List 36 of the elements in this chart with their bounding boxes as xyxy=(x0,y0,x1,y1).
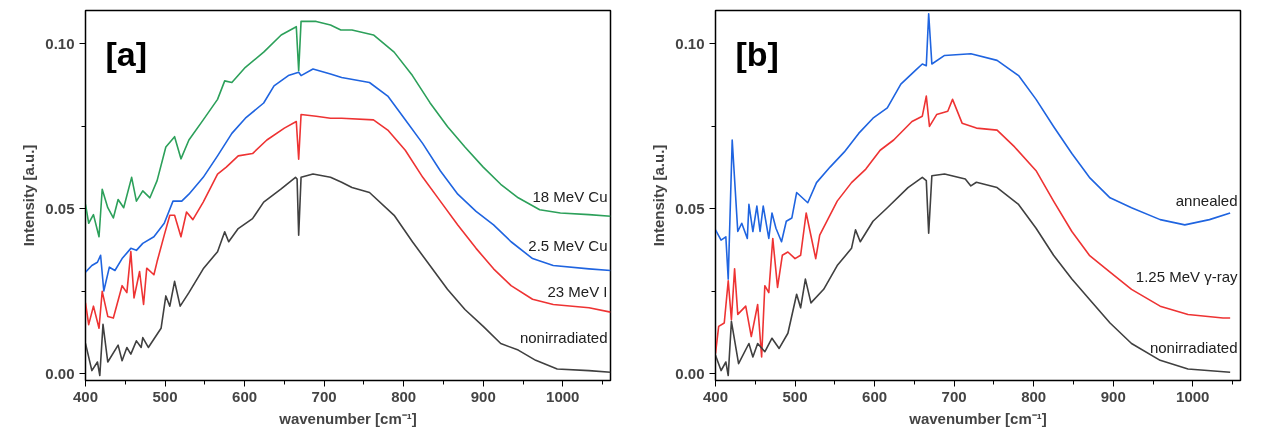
x-tick-label: 800 xyxy=(1021,387,1047,405)
x-tick-label: 500 xyxy=(782,387,808,405)
text: [b] xyxy=(735,34,779,73)
x-axis-title: wavenumber [cm⁻¹] xyxy=(908,409,1047,427)
text: [a] xyxy=(105,34,148,73)
x-tick-label: 700 xyxy=(311,387,337,405)
series-label: 23 MeV I xyxy=(547,283,608,301)
x-tick-label: 700 xyxy=(941,387,967,405)
x-axis-title: wavenumber [cm⁻¹] xyxy=(278,409,417,427)
y-axis-title: Intensity [a.u.] xyxy=(20,144,38,247)
x-tick-label: 1000 xyxy=(1176,387,1210,405)
y-tick-label: 0.10 xyxy=(45,34,75,52)
line-series xyxy=(85,173,611,377)
x-tick-label: 600 xyxy=(232,387,258,405)
series-label: 1.25 MeV γ-ray xyxy=(1135,267,1238,285)
y-tick-label: 0.10 xyxy=(675,34,705,52)
series-label: nonirradiated xyxy=(1149,338,1238,356)
x-tick-label: 400 xyxy=(72,387,99,405)
line-series xyxy=(85,20,611,238)
y-axis-title: Intensity [a.u.] xyxy=(650,144,668,247)
x-tick-label: 1000 xyxy=(546,387,580,405)
x-tick-label: 800 xyxy=(391,387,417,405)
series-label: annealed xyxy=(1175,191,1238,209)
x-tick-label: 400 xyxy=(702,387,729,405)
x-tick-label: 900 xyxy=(1100,387,1126,405)
y-tick-label: 0.00 xyxy=(675,364,705,382)
y-tick-label: 0.00 xyxy=(45,364,75,382)
x-tick-label: 900 xyxy=(470,387,496,405)
y-tick-label: 0.05 xyxy=(675,199,705,217)
x-tick-label: 600 xyxy=(862,387,888,405)
line-series xyxy=(85,113,611,330)
series-label: 2.5 MeV Cu xyxy=(528,237,608,255)
y-tick-label: 0.05 xyxy=(45,199,75,217)
series-label: 18 MeV Cu xyxy=(532,188,608,206)
series-label: nonirradiated xyxy=(519,328,608,346)
x-tick-label: 500 xyxy=(152,387,178,405)
